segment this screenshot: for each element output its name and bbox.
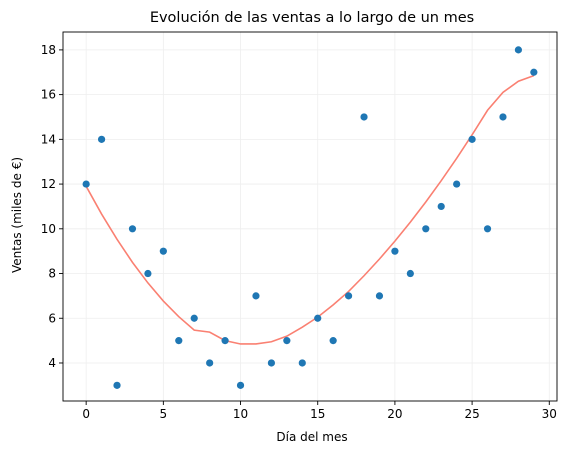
y-tick-label: 14 — [41, 132, 56, 146]
data-point — [299, 359, 306, 366]
x-tick-label: 10 — [233, 407, 248, 421]
y-tick-label: 10 — [41, 222, 56, 236]
data-point — [530, 69, 537, 76]
x-tick-label: 5 — [160, 407, 168, 421]
data-point — [345, 292, 352, 299]
y-tick-label: 4 — [48, 356, 56, 370]
data-point — [98, 136, 105, 143]
y-tick-label: 16 — [41, 88, 56, 102]
data-point — [191, 315, 198, 322]
data-point — [283, 337, 290, 344]
y-tick-label: 8 — [48, 267, 56, 281]
data-point — [360, 113, 367, 120]
data-point — [252, 292, 259, 299]
data-point — [468, 136, 475, 143]
data-point — [268, 359, 275, 366]
data-point — [515, 46, 522, 53]
data-points — [83, 46, 538, 389]
data-point — [484, 225, 491, 232]
data-point — [144, 270, 151, 277]
plot-frame — [63, 32, 557, 401]
x-tick-label: 20 — [387, 407, 402, 421]
chart-title: Evolución de las ventas a lo largo de un… — [150, 10, 474, 26]
data-point — [175, 337, 182, 344]
data-point — [422, 225, 429, 232]
data-point — [376, 292, 383, 299]
data-point — [206, 359, 213, 366]
x-axis-ticks: 0 5 10 15 20 25 30 — [82, 401, 557, 421]
y-tick-label: 12 — [41, 177, 56, 191]
data-point — [499, 113, 506, 120]
data-point — [237, 382, 244, 389]
data-point — [314, 315, 321, 322]
y-axis-ticks: 4 6 8 10 12 14 16 18 — [41, 43, 63, 370]
x-axis-label: Día del mes — [276, 430, 347, 444]
data-point — [160, 248, 167, 255]
data-point — [113, 382, 120, 389]
x-tick-label: 30 — [542, 407, 557, 421]
data-point — [83, 180, 90, 187]
x-tick-label: 15 — [310, 407, 325, 421]
data-point — [438, 203, 445, 210]
data-point — [453, 180, 460, 187]
data-point — [221, 337, 228, 344]
y-tick-label: 6 — [48, 311, 56, 325]
y-tick-label: 18 — [41, 43, 56, 57]
grid — [63, 32, 557, 401]
data-point — [129, 225, 136, 232]
data-point — [391, 248, 398, 255]
x-tick-label: 25 — [464, 407, 479, 421]
y-axis-label: Ventas (miles de €) — [10, 157, 24, 273]
x-tick-label: 0 — [82, 407, 90, 421]
trend-line — [86, 76, 534, 344]
data-point — [407, 270, 414, 277]
data-point — [330, 337, 337, 344]
